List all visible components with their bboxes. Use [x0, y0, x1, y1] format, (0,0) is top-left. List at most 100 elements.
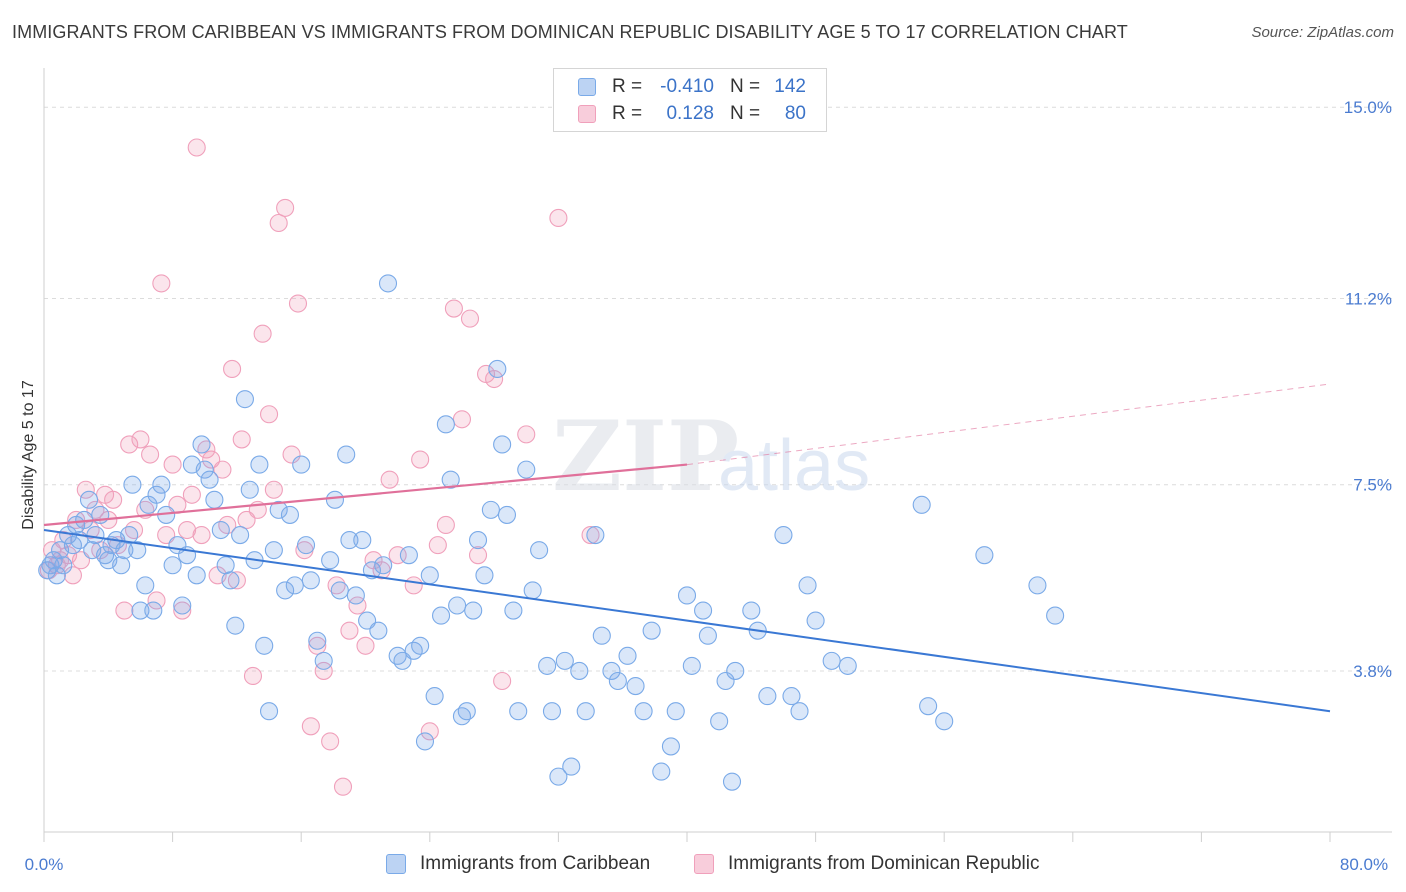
data-point-caribbean	[163, 556, 182, 575]
data-point-dominican	[549, 208, 568, 228]
legend-n-label: N =	[730, 103, 761, 124]
data-point-dominican	[223, 359, 242, 379]
data-point-caribbean	[682, 656, 701, 675]
data-point-caribbean	[1046, 606, 1065, 625]
data-point-dominican	[253, 324, 272, 343]
data-point-dominican	[76, 480, 95, 499]
data-point-caribbean	[475, 566, 494, 585]
legend-r-label: R =	[612, 103, 643, 124]
data-point-caribbean	[314, 651, 333, 670]
gridlines	[44, 106, 1392, 672]
data-point-caribbean	[758, 687, 777, 706]
data-point-caribbean	[626, 676, 645, 696]
data-point-caribbean	[677, 586, 697, 605]
data-point-caribbean	[235, 390, 254, 409]
data-point-caribbean	[292, 455, 311, 474]
data-point-caribbean	[919, 697, 938, 716]
caribbean-points	[38, 274, 1065, 791]
data-point-dominican	[460, 309, 480, 328]
data-point-dominican	[327, 576, 346, 595]
data-point-caribbean	[666, 702, 685, 721]
data-point-caribbean	[411, 636, 430, 655]
data-point-dominican	[269, 213, 288, 233]
data-point-caribbean	[468, 531, 488, 550]
data-point-dominican	[452, 410, 472, 429]
data-point-dominican	[213, 460, 232, 479]
y-tick-label: 11.2%	[1345, 289, 1392, 308]
data-point-dominican	[288, 294, 308, 313]
data-point-caribbean	[618, 646, 637, 665]
data-point-dominican	[282, 445, 301, 464]
data-point-caribbean	[722, 772, 742, 791]
data-point-caribbean	[388, 646, 407, 665]
legend-r-label: R =	[612, 76, 643, 97]
data-point-dominican	[187, 138, 206, 157]
data-point-caribbean	[216, 556, 235, 575]
data-point-caribbean	[509, 702, 528, 721]
data-point-dominican	[157, 525, 176, 545]
data-point-dominican	[237, 510, 256, 529]
data-point-caribbean	[152, 475, 171, 494]
data-point-caribbean	[555, 651, 574, 670]
data-point-dominican	[380, 470, 399, 489]
data-point-caribbean	[353, 531, 372, 550]
data-point-dominican	[182, 485, 201, 504]
data-point-caribbean	[296, 536, 316, 555]
data-point-dominican	[152, 274, 171, 293]
data-point-caribbean	[716, 671, 735, 691]
data-point-dominican	[259, 405, 279, 424]
data-point-caribbean	[517, 460, 536, 479]
data-point-caribbean	[570, 661, 589, 680]
data-point-caribbean	[457, 702, 476, 721]
data-point-caribbean	[131, 601, 150, 620]
data-point-dominican	[124, 520, 144, 540]
data-point-caribbean	[530, 541, 549, 560]
data-point-dominican	[197, 440, 216, 459]
data-point-dominican	[47, 556, 66, 575]
data-point-caribbean	[790, 702, 809, 721]
data-point-dominican	[581, 525, 600, 545]
data-point-caribbean	[269, 500, 288, 519]
bottom-legend-label-caribbean: Immigrants from Caribbean	[420, 853, 651, 874]
data-point-caribbean	[86, 525, 105, 545]
data-point-caribbean	[259, 702, 279, 721]
data-point-dominican	[86, 500, 105, 519]
data-point-caribbean	[542, 702, 562, 721]
data-point-caribbean	[538, 656, 557, 675]
data-point-dominican	[333, 777, 353, 796]
data-point-caribbean	[726, 661, 745, 680]
data-point-caribbean	[425, 687, 444, 706]
data-point-caribbean	[308, 631, 327, 650]
data-point-dominican	[202, 450, 221, 469]
data-point-caribbean	[144, 601, 163, 620]
data-point-caribbean	[330, 581, 349, 600]
data-point-caribbean	[195, 460, 214, 479]
data-point-dominican	[314, 661, 333, 680]
correlation-legend: R = -0.410 N = 142 R = 0.128 N = 80	[553, 68, 827, 132]
data-point-caribbean	[661, 737, 680, 756]
data-point-caribbean	[975, 546, 994, 565]
data-point-caribbean	[441, 470, 460, 489]
data-point-caribbean	[136, 576, 155, 595]
bottom-legend-swatch-caribbean	[386, 854, 406, 874]
data-point-caribbean	[497, 505, 517, 524]
data-point-caribbean	[47, 566, 66, 585]
data-point-dominican	[71, 551, 91, 570]
data-point-caribbean	[285, 576, 304, 595]
data-point-caribbean	[562, 757, 581, 776]
data-point-caribbean	[240, 480, 259, 499]
data-point-caribbean	[221, 571, 240, 590]
data-point-caribbean	[374, 556, 393, 575]
data-point-caribbean	[602, 661, 621, 680]
data-point-caribbean	[432, 606, 451, 625]
bottom-legend-swatch-dominican	[694, 854, 714, 874]
data-point-caribbean	[586, 525, 605, 545]
data-point-caribbean	[200, 470, 219, 489]
data-point-caribbean	[481, 500, 500, 519]
data-point-caribbean	[393, 651, 412, 670]
data-point-caribbean	[464, 601, 483, 620]
data-point-caribbean	[493, 435, 512, 454]
data-point-dominican	[104, 490, 123, 509]
bottom-legend-dominican: Immigrants from Dominican Republic	[694, 852, 1040, 876]
data-point-caribbean	[147, 485, 166, 504]
